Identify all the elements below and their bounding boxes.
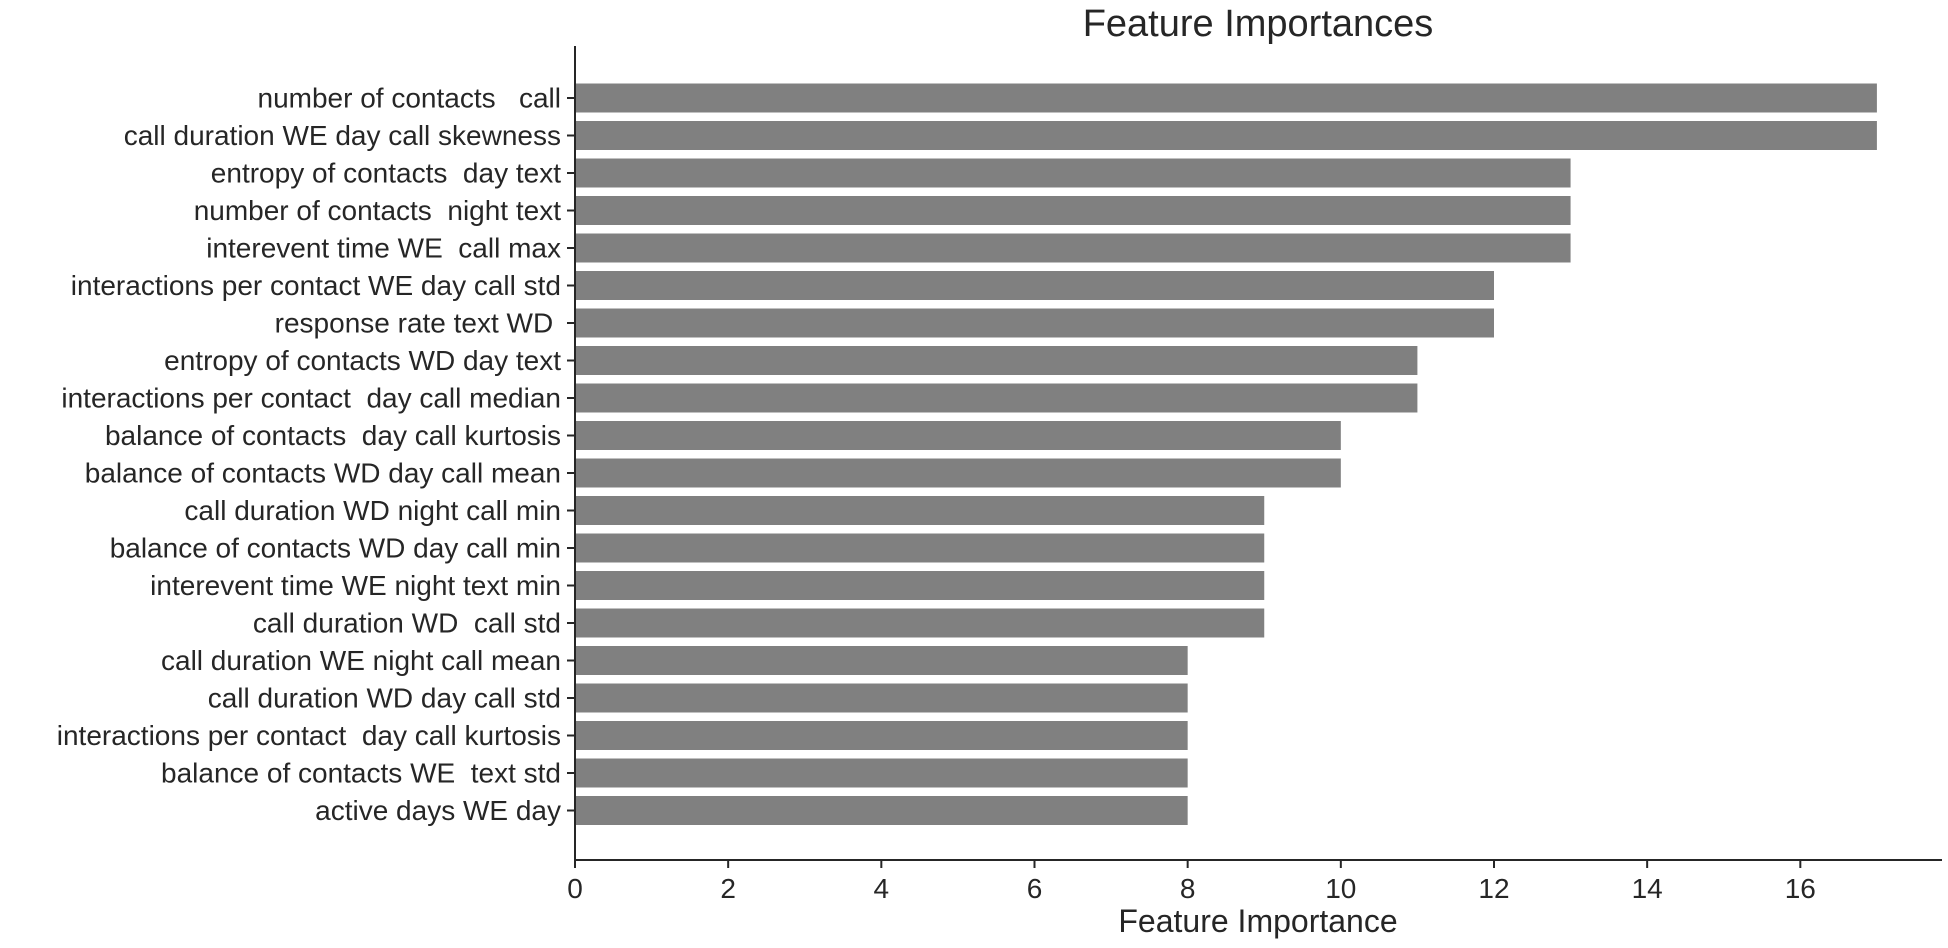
bar bbox=[575, 533, 1265, 563]
bar bbox=[575, 571, 1265, 600]
x-ticks-group: 0 2 4 6 8 10 12 14 16 bbox=[567, 860, 1816, 904]
bar bbox=[575, 83, 1877, 113]
bar bbox=[575, 496, 1265, 525]
category-label: call duration WD night call min bbox=[184, 495, 561, 526]
chart-title: Feature Importances bbox=[1083, 3, 1434, 45]
bar bbox=[575, 233, 1571, 263]
bar bbox=[575, 196, 1571, 225]
bar bbox=[575, 421, 1341, 450]
bar bbox=[575, 458, 1341, 488]
category-label: balance of contacts WD day call min bbox=[110, 533, 561, 564]
bar bbox=[575, 608, 1265, 638]
category-label: interactions per contact day call kurtos… bbox=[57, 720, 561, 751]
category-label: response rate text WD bbox=[275, 308, 561, 339]
category-label: call duration WD day call std bbox=[208, 683, 561, 714]
category-label: call duration WE day call skewness bbox=[124, 120, 561, 151]
bar bbox=[575, 271, 1494, 300]
x-axis-label: Feature Importance bbox=[1118, 903, 1397, 939]
x-tick-label: 12 bbox=[1478, 873, 1509, 904]
category-label: entropy of contacts day text bbox=[211, 158, 561, 189]
x-tick-label: 2 bbox=[720, 873, 736, 904]
x-tick-label: 8 bbox=[1180, 873, 1196, 904]
bar bbox=[575, 346, 1418, 375]
bar bbox=[575, 721, 1188, 750]
category-label: interactions per contact day call median bbox=[61, 383, 561, 414]
category-label: interevent time WE night text min bbox=[150, 570, 561, 601]
x-tick-label: 16 bbox=[1785, 873, 1816, 904]
category-label: interevent time WE call max bbox=[206, 233, 561, 264]
x-tick-label: 4 bbox=[874, 873, 890, 904]
x-tick-label: 10 bbox=[1325, 873, 1356, 904]
x-tick-label: 14 bbox=[1632, 873, 1663, 904]
category-label: balance of contacts WD day call mean bbox=[85, 458, 561, 489]
bar bbox=[575, 158, 1571, 188]
category-label: balance of contacts WE text std bbox=[161, 758, 561, 789]
bar bbox=[575, 308, 1494, 338]
bar bbox=[575, 758, 1188, 788]
bar bbox=[575, 121, 1877, 150]
category-label: entropy of contacts WD day text bbox=[164, 345, 561, 376]
category-label: number of contacts night text bbox=[194, 195, 562, 226]
bar bbox=[575, 383, 1418, 413]
category-label: number of contacts call bbox=[258, 83, 561, 114]
bar bbox=[575, 683, 1188, 713]
x-tick-label: 6 bbox=[1027, 873, 1043, 904]
category-label: active days WE day bbox=[315, 795, 561, 826]
bar bbox=[575, 796, 1188, 825]
x-tick-label: 0 bbox=[567, 873, 583, 904]
bars-group bbox=[575, 83, 1877, 825]
category-label: call duration WE night call mean bbox=[161, 645, 561, 676]
bar bbox=[575, 646, 1188, 675]
category-label: balance of contacts day call kurtosis bbox=[105, 420, 561, 451]
category-label: call duration WD call std bbox=[253, 608, 561, 639]
category-labels-group: number of contacts call call duration WE … bbox=[57, 83, 575, 826]
category-label: interactions per contact WE day call std bbox=[71, 270, 561, 301]
